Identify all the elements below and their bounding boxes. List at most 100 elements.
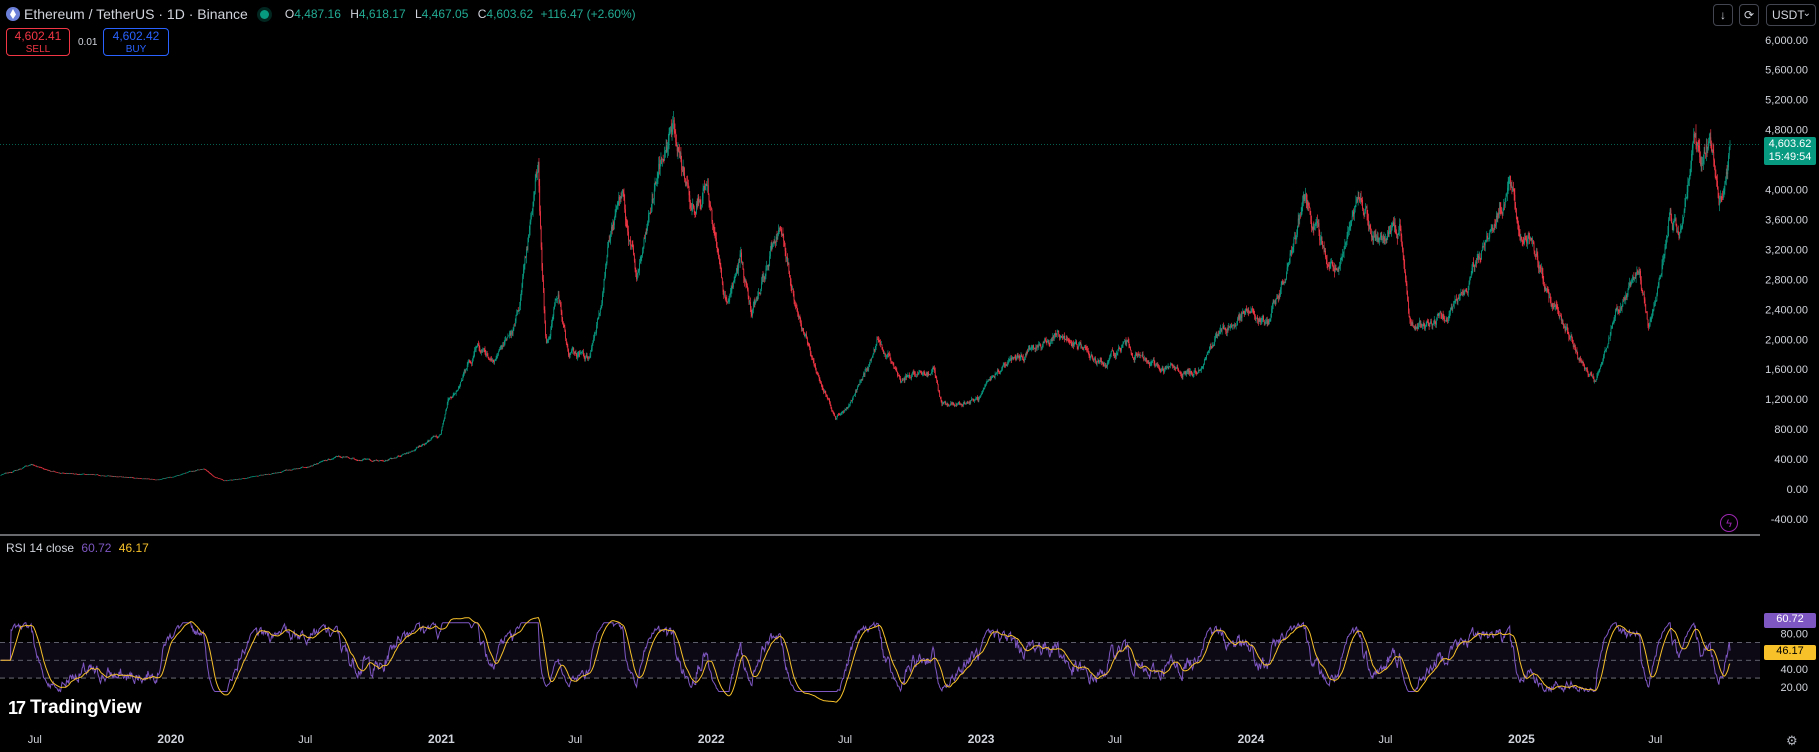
buy-button[interactable]: 4,602.42 BUY xyxy=(103,28,169,56)
candle-body xyxy=(102,475,104,477)
candle-body xyxy=(69,473,71,474)
candle-body xyxy=(1618,309,1620,312)
rsi-legend[interactable]: RSI 14 close 60.72 46.17 xyxy=(6,541,149,555)
candle-body xyxy=(257,476,259,477)
lightning-icon[interactable]: ϟ xyxy=(1720,514,1738,532)
candle-body xyxy=(1398,230,1400,234)
candle-body xyxy=(1387,231,1389,237)
candle-body xyxy=(248,477,250,479)
candle-body xyxy=(1275,299,1277,305)
candle-body xyxy=(667,140,669,149)
candle-body xyxy=(176,475,178,477)
candle-body xyxy=(773,241,775,244)
candle-body xyxy=(350,458,352,460)
candle-body xyxy=(870,359,872,361)
candle-body xyxy=(206,470,208,472)
candle-body xyxy=(1393,222,1395,226)
candle-body xyxy=(414,450,416,451)
candle-body xyxy=(186,472,188,474)
candle-body xyxy=(1203,364,1205,367)
candle-body xyxy=(196,469,198,471)
candle-body xyxy=(1370,228,1372,235)
candle-body xyxy=(933,367,935,369)
candle-body xyxy=(1517,222,1519,224)
candle-body xyxy=(1384,237,1386,241)
candle-body xyxy=(316,463,317,465)
candle-body xyxy=(418,445,420,447)
candle-body xyxy=(806,337,808,342)
candle-body xyxy=(1067,339,1069,340)
candle-body xyxy=(1274,301,1275,303)
candle-body xyxy=(721,278,723,284)
time-tick-label: 2020 xyxy=(157,732,184,746)
candle-body xyxy=(1646,311,1648,320)
candle-body xyxy=(758,292,759,296)
candle-body xyxy=(903,379,905,381)
candle-body xyxy=(78,474,80,475)
candle-body xyxy=(1651,311,1653,318)
candle-body xyxy=(1364,210,1366,215)
currency-select[interactable]: USDT ⌄ xyxy=(1766,4,1816,26)
candle-body xyxy=(962,403,964,406)
candle-body xyxy=(801,323,802,329)
candle-body xyxy=(75,473,77,475)
candle-body xyxy=(1235,325,1237,326)
candle-body xyxy=(365,459,367,460)
candle-body xyxy=(117,476,118,478)
candle-body xyxy=(682,166,684,172)
candle-body xyxy=(966,402,968,404)
candle-body xyxy=(1542,273,1544,281)
candle-body xyxy=(651,199,653,210)
candle-body xyxy=(750,307,752,314)
candle-body xyxy=(25,465,27,467)
candle-body xyxy=(1651,317,1653,319)
candle-body xyxy=(342,456,344,458)
symbol-title[interactable]: Ethereum / TetherUS · 1D · Binance xyxy=(24,6,248,22)
candle-body xyxy=(1116,352,1118,354)
candle-body xyxy=(1541,268,1542,269)
download-button[interactable]: ↓ xyxy=(1713,4,1733,26)
candle-body xyxy=(96,474,98,476)
candle-body xyxy=(86,474,87,476)
candle-body xyxy=(603,279,605,290)
candle-body xyxy=(318,462,320,464)
candle-body xyxy=(1578,358,1579,359)
candle-body xyxy=(974,398,976,400)
candle-body xyxy=(1188,370,1190,372)
tradingview-logo[interactable]: 17 TradingView xyxy=(8,697,142,719)
candle-body xyxy=(960,403,962,405)
candle-body xyxy=(614,214,616,218)
candle-body xyxy=(250,476,252,478)
candle-body xyxy=(792,289,793,291)
candle-body xyxy=(1719,196,1721,199)
candle-body xyxy=(912,371,914,374)
candle-body xyxy=(480,350,481,353)
candle-body xyxy=(7,472,9,474)
candle-body xyxy=(383,460,385,462)
candle-body xyxy=(716,246,718,248)
candle-body xyxy=(40,467,42,468)
candle-body xyxy=(230,479,232,481)
candle-body xyxy=(1414,326,1416,330)
settings-icon[interactable]: ⚙ xyxy=(1786,733,1798,748)
sync-button[interactable]: ⟳ xyxy=(1739,4,1759,26)
candle-body xyxy=(654,182,656,190)
tradingview-icon: 17 xyxy=(8,697,26,718)
candle-body xyxy=(1102,361,1104,366)
candle-body xyxy=(1131,353,1133,356)
market-status-icon[interactable] xyxy=(259,9,269,19)
candle-body xyxy=(155,479,157,481)
candle-body xyxy=(659,159,661,169)
candle-body xyxy=(932,367,934,370)
candle-body xyxy=(1718,197,1720,206)
candle-body xyxy=(1592,376,1594,379)
candle-body xyxy=(1583,363,1585,365)
candle-body xyxy=(298,468,300,469)
candle-body xyxy=(1339,262,1341,266)
candle-body xyxy=(1696,142,1698,146)
sell-button[interactable]: 4,602.41 SELL xyxy=(6,28,70,56)
candle-body xyxy=(1649,324,1650,327)
candle-body xyxy=(42,467,44,469)
price-tick-label: 3,200.00 xyxy=(1765,244,1808,256)
